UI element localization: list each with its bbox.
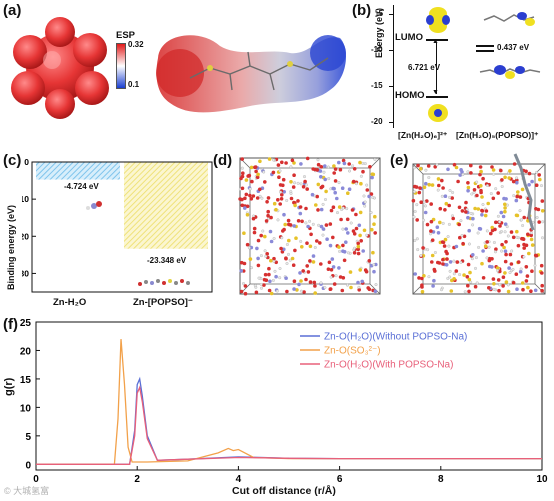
binding-bar — [36, 162, 120, 180]
gap-arrow-1 — [436, 42, 437, 94]
rdf-series-line — [36, 376, 542, 465]
homo-isosurface-2 — [479, 65, 541, 79]
binding-ytick: -30 — [22, 268, 29, 278]
rdf-xtick: 4 — [236, 474, 242, 485]
esp-colorbar-min: 0.1 — [128, 80, 140, 89]
rdf-plot-frame — [35, 321, 543, 471]
species-label-2: [Zn(H₂O)₅(POPSO)]⁺ — [456, 130, 539, 140]
rdf-x-axis-label: Cut off distance (r/Å) — [232, 485, 336, 497]
homo-label: HOMO — [395, 90, 425, 101]
panel-label-b: (b) — [352, 2, 372, 19]
orbital-ytick: -5 — [376, 9, 384, 18]
esp-surface-zn-water — [11, 17, 109, 119]
esp-colorbar-title: ESP — [116, 30, 136, 41]
panel-label-a: (a) — [3, 2, 22, 19]
lumo-level-1 — [426, 39, 448, 41]
binding-bar — [124, 162, 208, 249]
rdf-legend-entry: Zn-O(SO₃²⁻) — [324, 346, 381, 357]
rdf-ytick: 0 — [25, 460, 31, 471]
binding-plot-frame — [31, 161, 213, 293]
md-snapshot-with-popso — [411, 153, 546, 295]
watermark: © 大城氢富 — [4, 486, 50, 496]
rdf-xtick: 2 — [134, 474, 140, 485]
binding-ytick: -20 — [22, 231, 29, 241]
orbital-y-axis — [393, 5, 394, 128]
orbital-ytick: -10 — [371, 45, 383, 54]
lumo-level-2 — [476, 45, 494, 47]
rdf-series-line — [36, 385, 542, 465]
lumo-isosurface-2 — [483, 12, 535, 26]
homo-isosurface-1 — [428, 104, 448, 122]
popso-chain — [513, 153, 535, 231]
panel-label-d: (d) — [213, 152, 233, 169]
homo-level-2 — [476, 50, 494, 52]
rdf-xtick: 8 — [438, 474, 444, 485]
panel-label-f: (f) — [3, 316, 18, 333]
rdf-chart: 0 2 4 6 8 10 0 5 10 15 20 25 Zn-O(H₂O)(Without POPS… — [20, 318, 548, 485]
rdf-ytick: 5 — [25, 432, 31, 443]
rdf-ytick: 10 — [20, 403, 32, 414]
rdf-legend-entry: Zn-O(H₂O)(With POPSO-Na) — [324, 360, 453, 371]
popso-molecule-glyph — [138, 279, 190, 286]
rdf-ytick: 25 — [20, 318, 32, 329]
binding-value-label-1: -4.724 eV — [64, 182, 99, 191]
species-label-1: [Zn(H₂O)₆]²⁺ — [398, 130, 448, 140]
rdf-ytick: 20 — [20, 346, 32, 357]
panel-label-c: (c) — [3, 152, 22, 169]
rdf-xtick: 10 — [536, 474, 548, 485]
binding-value-label-2: -23.348 eV — [147, 256, 187, 265]
esp-surface-zn-popso — [156, 35, 346, 113]
rdf-ytick: 15 — [20, 375, 32, 386]
esp-colorbar — [116, 43, 126, 89]
rdf-xtick: 0 — [33, 474, 39, 485]
gap-value-2: 0.437 eV — [497, 43, 530, 52]
esp-colorbar-max: 0.32 — [128, 40, 144, 49]
homo-level-1 — [426, 96, 448, 98]
water-molecule-glyph — [86, 201, 102, 210]
binding-ytick: -10 — [22, 194, 29, 204]
orbital-ytick: -20 — [371, 117, 383, 126]
rdf-series-line — [36, 339, 542, 465]
binding-ytick: 0 — [24, 157, 29, 167]
binding-category-2: Zn-[POPSO]⁻ — [133, 297, 193, 308]
binding-category-1: Zn-H₂O — [53, 297, 87, 308]
md-snapshot-without-popso — [238, 156, 381, 296]
lumo-label: LUMO — [395, 32, 423, 43]
gap-value-1: 6.721 eV — [408, 63, 441, 72]
rdf-xtick: 6 — [337, 474, 343, 485]
rdf-legend-entry: Zn-O(H₂O)(Without POPSO-Na) — [324, 332, 467, 343]
lumo-isosurface-1 — [426, 7, 450, 33]
panel-label-e: (e) — [390, 152, 409, 169]
orbital-ytick: -15 — [371, 81, 383, 90]
binding-y-axis-label: Binding energy (eV) — [6, 204, 16, 290]
binding-energy-chart: 0 -10 -20 -30 — [22, 157, 213, 293]
